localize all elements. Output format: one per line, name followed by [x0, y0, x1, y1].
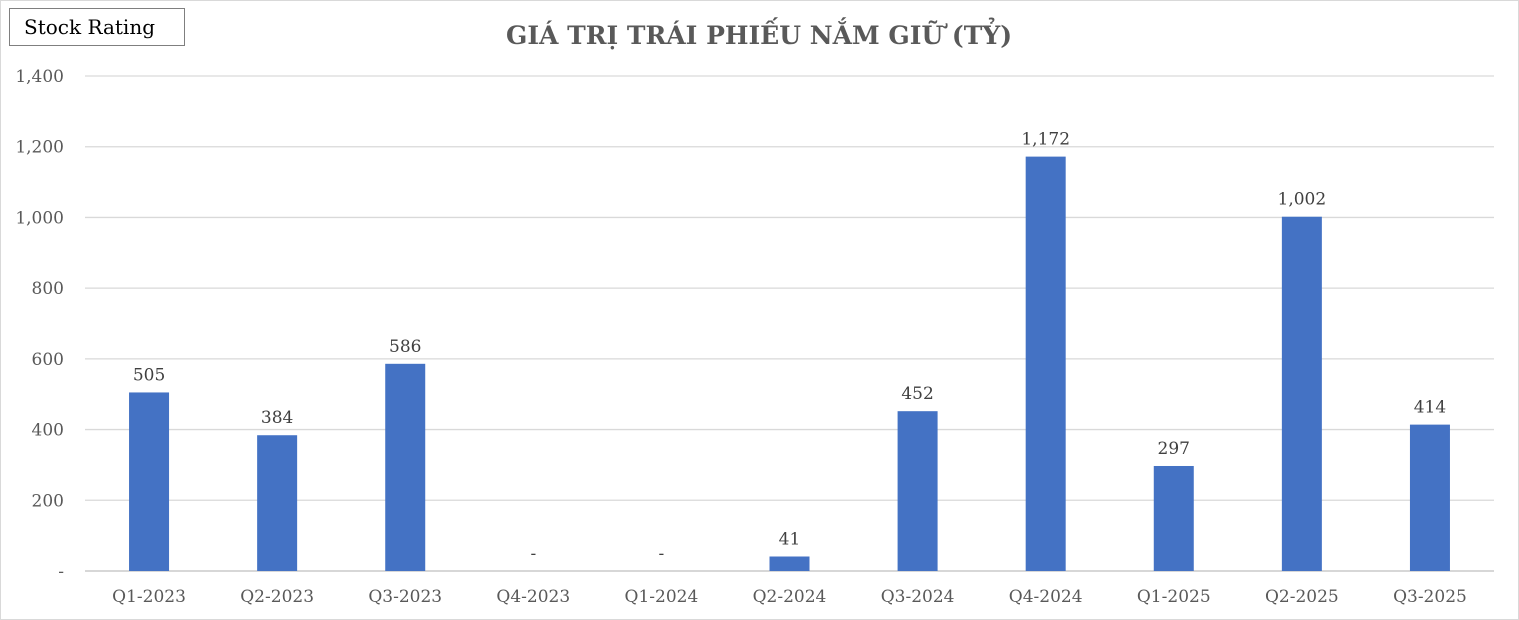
- bar: [1281, 216, 1322, 571]
- bar: [897, 411, 938, 571]
- bar: [769, 556, 810, 571]
- chart-title: GIÁ TRỊ TRÁI PHIẾU NẮM GIỮ (TỶ): [506, 18, 1012, 50]
- x-tick-label: Q2-2024: [753, 587, 827, 607]
- gridlines: [85, 75, 1494, 572]
- x-tick-label: Q2-2025: [1265, 587, 1339, 607]
- data-label: -: [530, 544, 536, 564]
- x-tick-label: Q3-2023: [368, 587, 442, 607]
- x-tick-label: Q1-2025: [1137, 587, 1211, 607]
- y-axis-ticks: - 200 400 600 800 1,000 1,200 1,400: [15, 67, 64, 582]
- y-tick-label: -: [58, 562, 64, 582]
- data-label: 505: [133, 365, 165, 385]
- data-label: 1,172: [1021, 130, 1070, 150]
- y-tick-label: 1,000: [15, 208, 64, 228]
- y-tick-label: 1,400: [15, 67, 64, 87]
- x-tick-label: Q4-2023: [496, 587, 570, 607]
- data-label: 297: [1158, 439, 1190, 459]
- bar: [129, 392, 170, 571]
- x-tick-label: Q1-2023: [112, 587, 186, 607]
- bar: [1153, 465, 1194, 571]
- bar: [1025, 156, 1066, 571]
- data-label: 452: [901, 384, 933, 404]
- x-tick-label: Q4-2024: [1009, 587, 1083, 607]
- bar: [257, 435, 298, 571]
- x-axis-ticks: Q1-2023 Q2-2023 Q3-2023 Q4-2023 Q1-2024 Q2-20…: [112, 587, 1467, 607]
- bar: [385, 363, 426, 571]
- y-tick-label: 800: [32, 279, 64, 299]
- data-label: 586: [389, 337, 421, 357]
- y-tick-label: 400: [32, 421, 64, 441]
- data-label: -: [659, 544, 665, 564]
- x-tick-label: Q1-2024: [625, 587, 699, 607]
- bars: [129, 156, 1450, 571]
- data-label: 41: [779, 530, 801, 550]
- x-tick-label: Q3-2025: [1393, 587, 1467, 607]
- y-tick-label: 200: [32, 491, 64, 511]
- data-label: 414: [1414, 398, 1446, 418]
- x-tick-label: Q2-2023: [240, 587, 314, 607]
- y-tick-label: 1,200: [15, 138, 64, 158]
- data-labels: 505 384 586 - - 41 452 1,172 297 1,002 414: [133, 130, 1446, 564]
- x-tick-label: Q3-2024: [881, 587, 955, 607]
- data-label: 1,002: [1278, 190, 1327, 210]
- stock-rating-badge: Stock Rating: [9, 8, 185, 46]
- y-tick-label: 600: [32, 350, 64, 370]
- bar: [1409, 424, 1450, 571]
- data-label: 384: [261, 408, 293, 428]
